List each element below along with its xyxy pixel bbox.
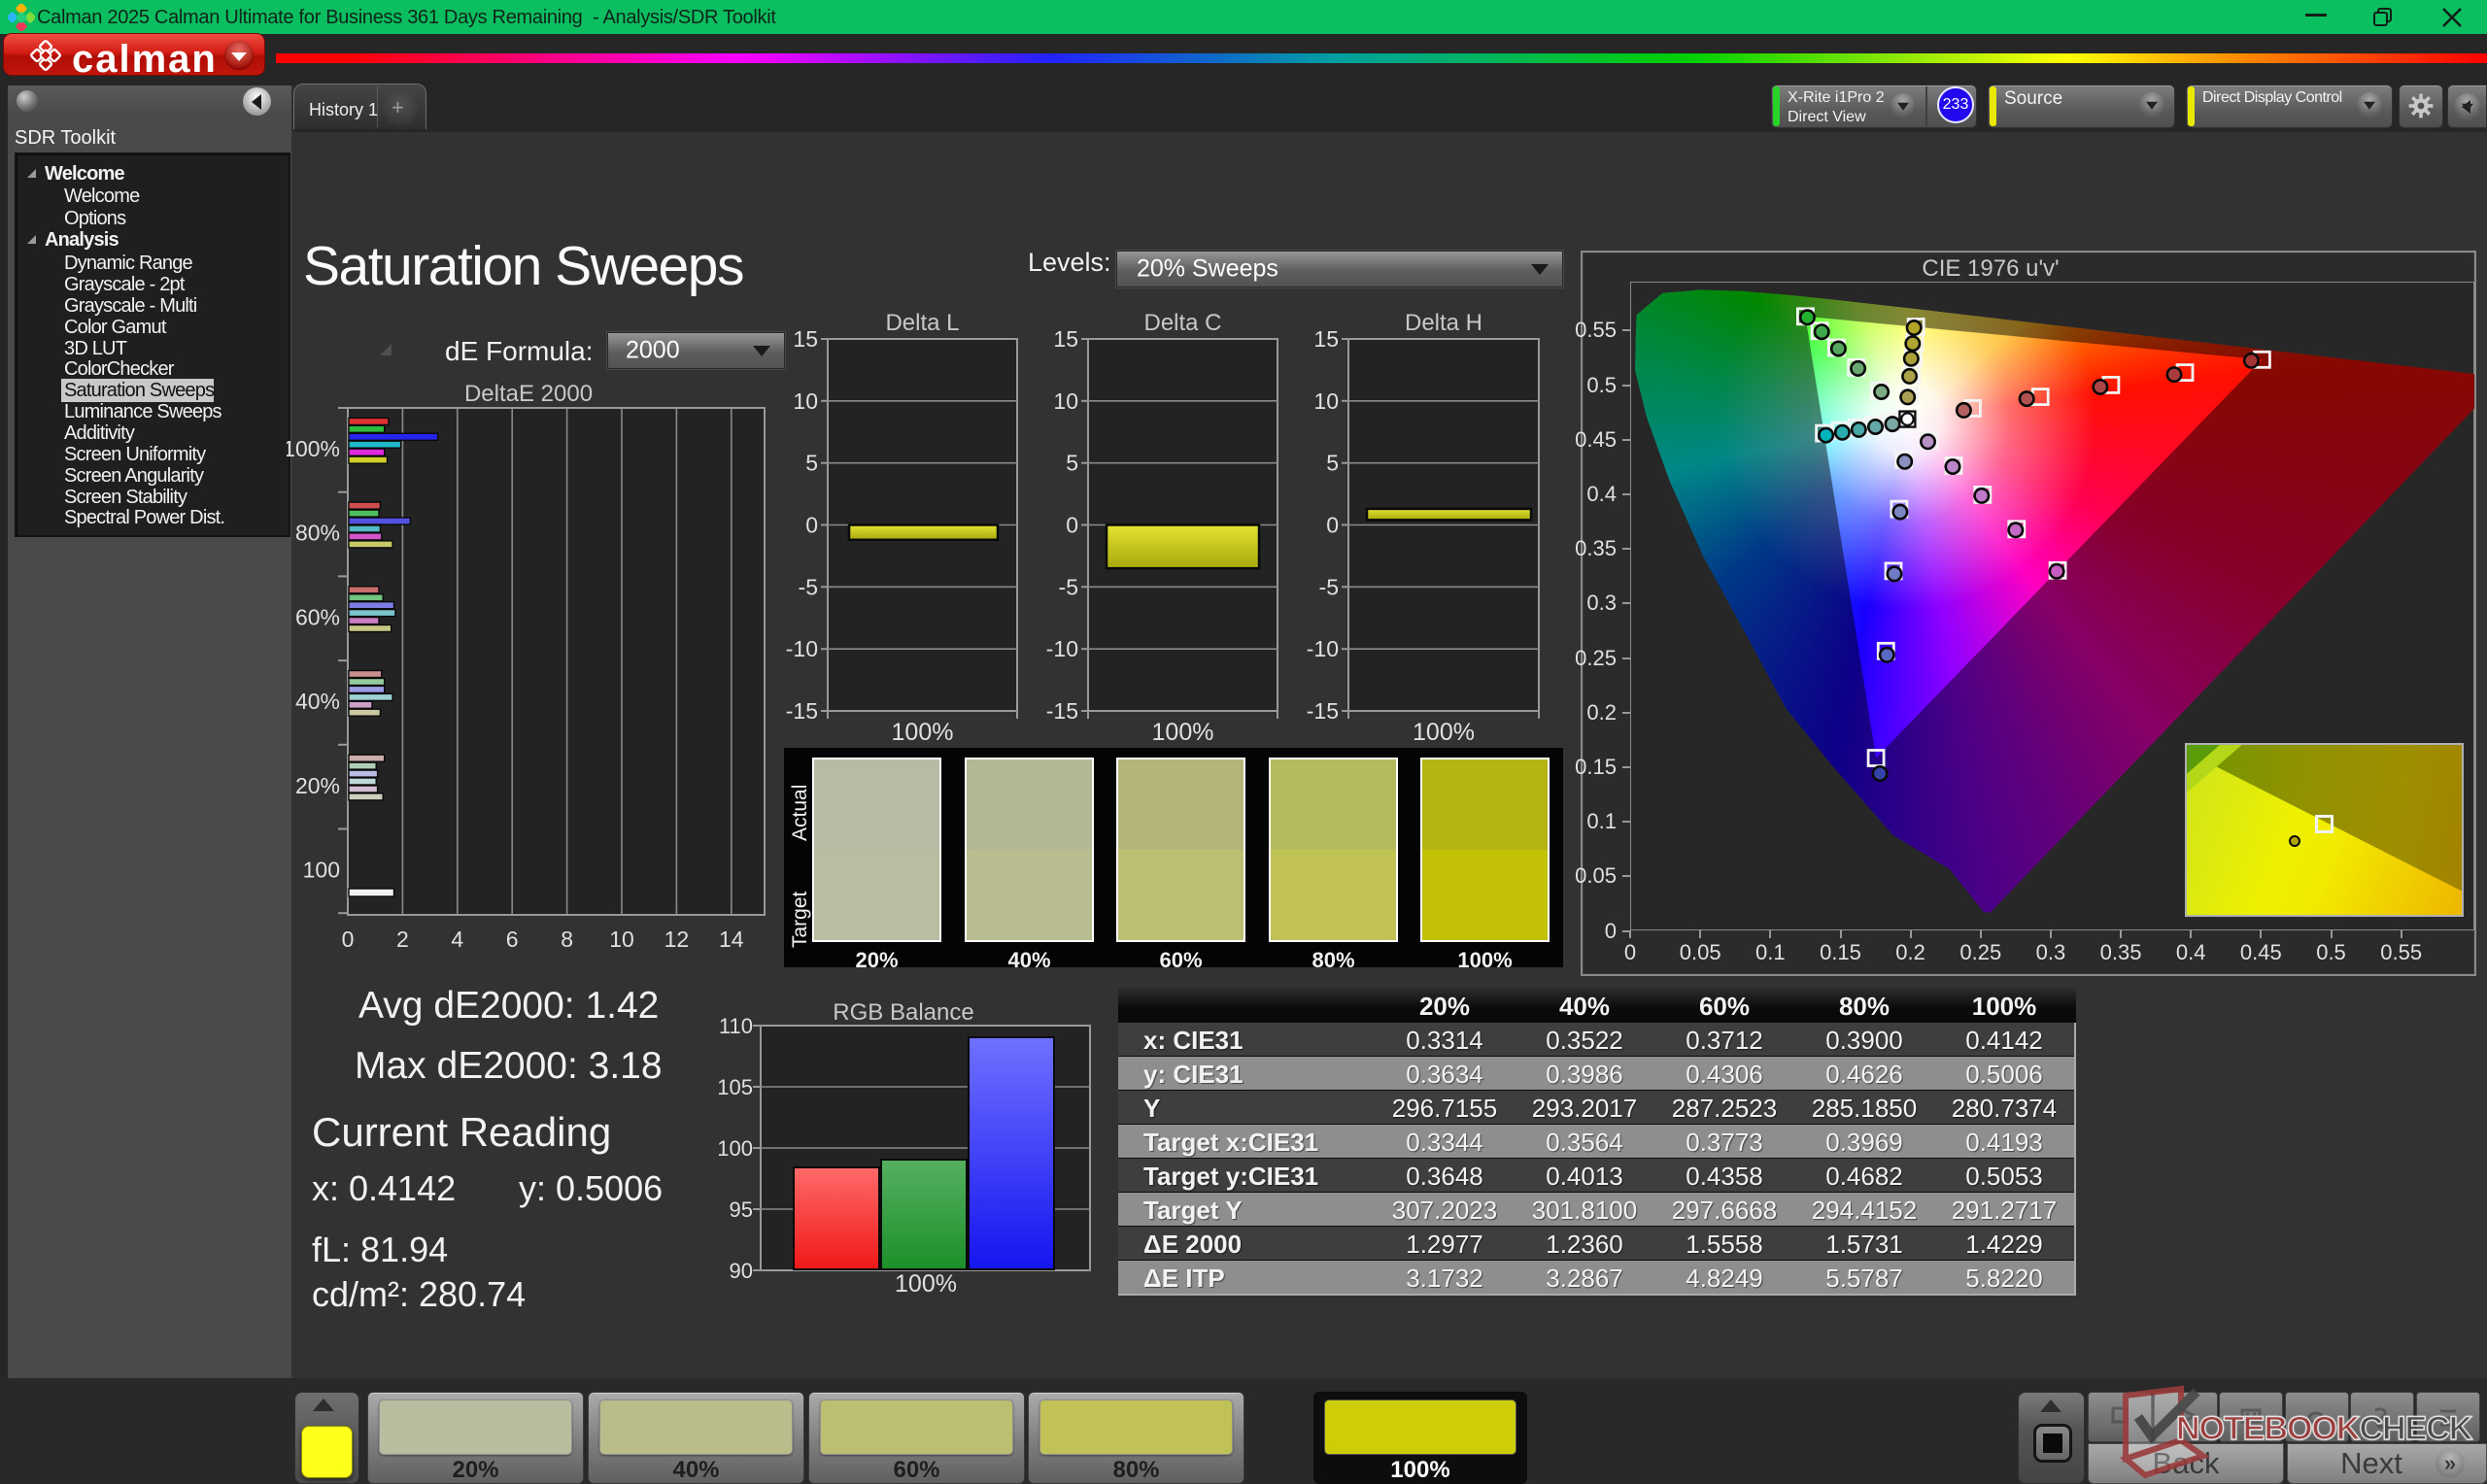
svg-text:5: 5 xyxy=(1326,451,1339,476)
svg-text:20%: 20% xyxy=(295,773,340,798)
svg-text:2: 2 xyxy=(396,927,409,952)
svg-text:-15: -15 xyxy=(1046,698,1078,724)
svg-text:-5: -5 xyxy=(1319,574,1339,599)
svg-text:Delta L: Delta L xyxy=(885,310,959,336)
svg-text:100%: 100% xyxy=(895,1270,957,1298)
svg-text:4: 4 xyxy=(451,927,463,952)
svg-text:-10: -10 xyxy=(786,636,818,661)
svg-text:0: 0 xyxy=(805,513,818,538)
svg-text:Delta H: Delta H xyxy=(1405,310,1482,336)
svg-text:0: 0 xyxy=(342,927,355,952)
svg-text:100%: 100% xyxy=(1413,719,1475,746)
svg-text:10: 10 xyxy=(1053,388,1078,414)
svg-text:-15: -15 xyxy=(786,698,818,724)
svg-text:110: 110 xyxy=(719,1014,753,1038)
svg-text:-5: -5 xyxy=(799,574,818,599)
svg-text:15: 15 xyxy=(793,326,818,352)
svg-text:40%: 40% xyxy=(295,689,340,714)
svg-text:Delta C: Delta C xyxy=(1143,310,1221,336)
svg-text:100%: 100% xyxy=(892,719,954,746)
svg-text:5: 5 xyxy=(805,451,818,476)
svg-text:RGB Balance: RGB Balance xyxy=(833,999,973,1026)
svg-text:105: 105 xyxy=(717,1075,753,1099)
svg-text:100%: 100% xyxy=(1152,719,1214,746)
svg-text:8: 8 xyxy=(561,927,573,952)
svg-text:10: 10 xyxy=(793,388,818,414)
svg-text:DeltaE 2000: DeltaE 2000 xyxy=(464,381,593,407)
svg-text:95: 95 xyxy=(730,1197,753,1222)
svg-text:90: 90 xyxy=(730,1259,753,1283)
svg-text:10: 10 xyxy=(609,927,634,952)
svg-text:0: 0 xyxy=(1066,513,1078,538)
svg-text:60%: 60% xyxy=(295,604,340,629)
svg-text:14: 14 xyxy=(719,927,744,952)
svg-text:15: 15 xyxy=(1053,326,1078,352)
svg-text:-5: -5 xyxy=(1059,574,1078,599)
svg-text:5: 5 xyxy=(1066,451,1078,476)
svg-text:-10: -10 xyxy=(1307,636,1339,661)
svg-text:12: 12 xyxy=(664,927,690,952)
svg-text:100: 100 xyxy=(303,858,340,883)
svg-text:-10: -10 xyxy=(1046,636,1078,661)
svg-text:0: 0 xyxy=(1326,513,1339,538)
svg-text:100: 100 xyxy=(717,1136,753,1161)
svg-text:100%: 100% xyxy=(287,436,340,461)
svg-text:10: 10 xyxy=(1313,388,1339,414)
svg-text:80%: 80% xyxy=(295,521,340,546)
svg-text:6: 6 xyxy=(506,927,519,952)
svg-text:-15: -15 xyxy=(1307,698,1339,724)
svg-text:15: 15 xyxy=(1313,326,1339,352)
